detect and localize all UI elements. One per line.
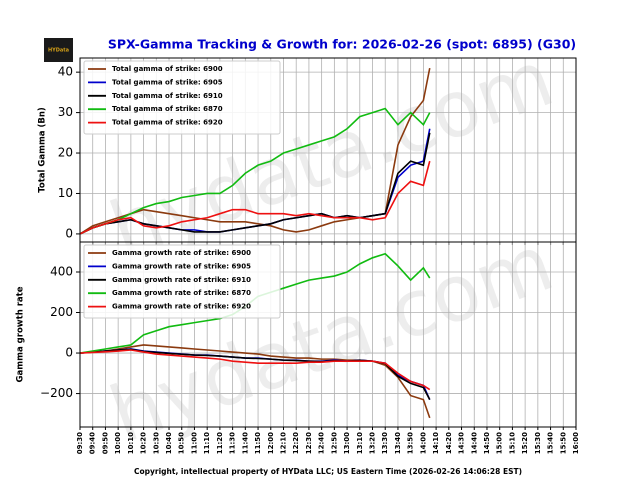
logo-text: HYData: [48, 48, 69, 54]
x-tick-label: 15:10: [508, 432, 516, 454]
y-tick-label: 10: [58, 186, 73, 200]
plot-frame: [79, 241, 577, 428]
x-tick-label: 16:00: [572, 432, 580, 454]
x-tick-label: 14:20: [445, 432, 453, 454]
x-tick-label: 13:00: [343, 432, 351, 454]
x-tick-label: 14:10: [432, 432, 440, 454]
y-tick-label: 30: [58, 105, 73, 119]
x-tick-label: 13:10: [356, 432, 364, 454]
x-tick-label: 12:10: [279, 432, 287, 454]
x-tick-label: 13:20: [369, 432, 377, 454]
plot-area: [80, 67, 431, 235]
y-tick-label: −200: [40, 386, 73, 400]
x-tick-label: 13:40: [394, 432, 402, 454]
x-tick-label: 12:20: [292, 432, 300, 454]
x-tick-label: 11:40: [241, 432, 249, 454]
x-tick-label: 15:00: [496, 432, 504, 454]
legend-box: [83, 60, 281, 135]
legend-label: Gamma growth rate of strike: 6905: [112, 262, 251, 270]
x-tick-label: 10:30: [152, 432, 160, 454]
x-tick-label: 12:30: [305, 432, 313, 454]
x-tick-label: 14:00: [419, 432, 427, 454]
legend-label: Total gamma of strike: 6905: [112, 78, 223, 86]
series-line: [80, 349, 431, 391]
x-tick-label: 15:30: [534, 432, 542, 454]
series-line: [80, 160, 431, 235]
y-tick-label: 400: [50, 264, 73, 278]
legend-label: Gamma growth rate of strike: 6920: [112, 303, 251, 311]
logo: [44, 38, 73, 62]
legend-label: Gamma growth rate of strike: 6910: [112, 276, 251, 284]
y-tick-label: 0: [65, 226, 73, 240]
x-tick-label: 10:40: [165, 432, 173, 454]
chart-title: SPX-Gamma Tracking & Growth for: 2026-02…: [108, 37, 576, 52]
x-tick-label: 09:40: [89, 432, 97, 454]
legend-label: Total gamma of strike: 6910: [112, 92, 223, 100]
x-tick-label: 15:50: [559, 432, 567, 454]
legend-label: Gamma growth rate of strike: 6900: [112, 249, 251, 257]
legend-label: Total gamma of strike: 6870: [112, 105, 223, 113]
x-tick-label: 15:20: [521, 432, 529, 454]
x-tick-label: 13:50: [407, 432, 415, 454]
x-tick-label: 09:50: [101, 432, 109, 454]
x-tick-label: 10:00: [114, 432, 122, 454]
legend-label: Total gamma of strike: 6920: [112, 119, 223, 127]
y-tick-label: 20: [58, 146, 73, 160]
x-tick-label: 10:10: [127, 432, 135, 454]
x-tick-label: 13:30: [381, 432, 389, 454]
x-tick-label: 10:20: [140, 432, 148, 454]
x-tick-label: 14:50: [483, 432, 491, 454]
x-tick-label: 14:30: [458, 432, 466, 454]
x-tick-label: 12:00: [267, 432, 275, 454]
y-tick-label: 0: [65, 346, 73, 360]
x-tick-label: 12:50: [330, 432, 338, 454]
legend-label: Total gamma of strike: 6900: [112, 65, 223, 73]
x-tick-label: 11:50: [254, 432, 262, 454]
y-tick-label: 200: [50, 305, 73, 319]
x-tick-label: 10:50: [178, 432, 186, 454]
x-tick-label: 11:00: [190, 432, 198, 454]
series-line: [80, 107, 431, 235]
x-tick-label: 09:30: [76, 432, 84, 454]
x-tick-label: 12:40: [318, 432, 326, 454]
x-tick-label: 15:40: [547, 432, 555, 454]
x-tick-label: 11:10: [203, 432, 211, 454]
legend-box: [83, 244, 281, 319]
y-axis-label: Gamma growth rate: [16, 286, 26, 382]
footer: Copyright, intellectual property of HYDa…: [134, 467, 522, 476]
x-tick-label: 11:30: [229, 432, 237, 454]
y-tick-label: 40: [58, 65, 73, 79]
x-tick-label: 11:20: [216, 432, 224, 454]
x-tick-label: 14:40: [470, 432, 478, 454]
y-axis-label: Total Gamma (Bn): [38, 107, 48, 193]
legend-label: Gamma growth rate of strike: 6870: [112, 289, 251, 297]
